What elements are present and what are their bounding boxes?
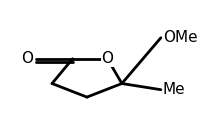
Text: Me: Me (163, 82, 186, 97)
Text: O: O (21, 51, 34, 66)
Text: OMe: OMe (163, 30, 197, 45)
Text: O: O (102, 51, 113, 66)
